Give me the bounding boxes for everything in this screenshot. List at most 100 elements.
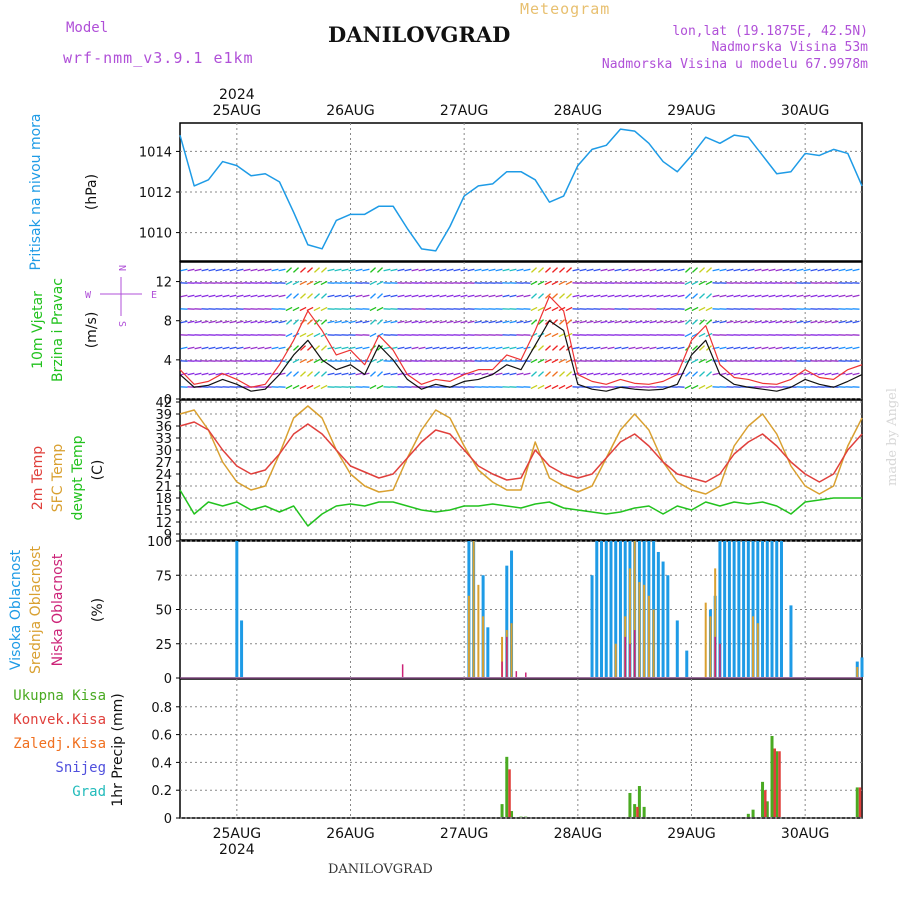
wind-direction-arrow [383, 372, 391, 376]
wind-direction-arrow [215, 346, 223, 350]
high-cloud-bar [618, 541, 622, 677]
wind-direction-arrow [544, 371, 552, 377]
wind-direction-arrow [362, 346, 370, 350]
wind-direction-arrow [768, 268, 776, 272]
precip-legend-item: Konvek.Kisa [13, 712, 106, 728]
wind-direction-arrow [789, 372, 797, 376]
wind-direction-arrow [320, 371, 328, 377]
wind-direction-arrow [495, 268, 503, 272]
wind-direction-arrow [488, 346, 496, 350]
wind-direction-arrow [782, 346, 790, 350]
wind-direction-arrow [194, 346, 202, 350]
wind-direction-arrow [691, 280, 699, 286]
wind-direction-arrow [418, 346, 426, 350]
wind-direction-arrow [320, 293, 328, 299]
wind-direction-arrow [194, 372, 202, 376]
wind-direction-arrow [691, 319, 699, 325]
wind-direction-arrow [299, 293, 307, 299]
wind-direction-arrow [810, 320, 818, 324]
model-label: Model [66, 20, 109, 36]
wind-direction-arrow [831, 372, 839, 376]
wind-direction-arrow [285, 319, 293, 325]
low-cloud-bar [719, 643, 721, 677]
wind-direction-arrow [453, 268, 461, 272]
high-cloud-bar [661, 561, 665, 677]
precipitation-ytick-label: 0 [164, 812, 172, 827]
wind-direction-arrow [838, 268, 846, 272]
wind-direction-arrow [306, 293, 314, 299]
wind-direction-arrow [229, 294, 237, 298]
wind-direction-arrow [271, 268, 279, 272]
wind-direction-arrow [628, 294, 636, 298]
wind-direction-arrow [411, 372, 419, 376]
wind-direction-arrow [292, 293, 300, 299]
wind-direction-arrow [754, 268, 762, 272]
wind-direction-arrow [684, 267, 692, 273]
wind-direction-arrow [740, 320, 748, 324]
chart-title: DANILOVGRAD [328, 22, 511, 47]
high-cloud-bar [656, 551, 660, 677]
top-day-label: 30AUG [781, 103, 830, 119]
wind-gust-line [179, 295, 863, 388]
wind-direction-arrow [383, 346, 391, 350]
wind-direction-arrow [824, 346, 832, 350]
wind-direction-arrow [250, 346, 258, 350]
wind-direction-arrow [712, 372, 720, 376]
wind-direction-arrow [572, 294, 580, 298]
wind-direction-arrow [341, 372, 349, 376]
wind-direction-arrow [362, 294, 370, 298]
wind-direction-arrow [600, 320, 608, 324]
wind-direction-arrow [551, 267, 559, 273]
total-rain-bar [500, 804, 504, 817]
wind-direction-arrow [439, 346, 447, 350]
wind-direction-arrow [698, 332, 706, 338]
high-cloud-bar [600, 541, 604, 677]
wind-direction-arrow [831, 320, 839, 324]
wind-direction-arrow [565, 384, 573, 390]
wind-direction-arrow [649, 372, 657, 376]
wind-direction-arrow [320, 280, 328, 286]
wind-direction-arrow [467, 346, 475, 350]
wind-direction-arrow [257, 346, 265, 350]
wind-direction-arrow [803, 320, 811, 324]
wind-direction-arrow [278, 320, 286, 324]
wind-direction-arrow [558, 384, 566, 390]
wind-direction-arrow [824, 372, 832, 376]
high-cloud-bar [510, 550, 514, 677]
wind-direction-arrow [551, 384, 559, 390]
wind-direction-arrow [649, 268, 657, 272]
wind-direction-arrow [180, 268, 188, 272]
wind-direction-arrow [523, 294, 531, 298]
wind-direction-arrow [656, 320, 664, 324]
wind-direction-arrow [187, 268, 195, 272]
wind-direction-arrow [488, 268, 496, 272]
wind-direction-arrow [306, 319, 314, 325]
pressure-unit-label: (hPa) [84, 174, 100, 210]
wind-direction-arrow [684, 280, 692, 286]
conv-rain-bar [764, 790, 767, 817]
wind-direction-arrow [565, 267, 573, 273]
wind-direction-arrow [502, 320, 510, 324]
top-day-label: 25AUG [213, 103, 262, 119]
wind-direction-arrow [754, 372, 762, 376]
wind-direction-arrow [537, 267, 545, 273]
wind-direction-arrow [754, 320, 762, 324]
wind-direction-arrow [663, 346, 671, 350]
pressure-line [179, 128, 863, 252]
wind-direction-arrow [761, 346, 769, 350]
wind-direction-arrow [747, 294, 755, 298]
high-cloud-bar [723, 541, 727, 677]
wind-direction-arrow [551, 293, 559, 299]
wind-direction-arrow [229, 268, 237, 272]
mid-cloud-bar [647, 595, 650, 677]
mid-cloud-bar [752, 616, 755, 677]
wind-ylabel-direction: Brzina i Pravac [50, 278, 66, 382]
high-cloud-bar [675, 620, 679, 677]
wind-direction-arrow [824, 320, 832, 324]
wind-direction-arrow [852, 294, 860, 298]
total-rain-bar [633, 804, 637, 817]
wind-direction-arrow [635, 268, 643, 272]
wind-direction-arrow [264, 320, 272, 324]
wind-direction-arrow [761, 372, 769, 376]
